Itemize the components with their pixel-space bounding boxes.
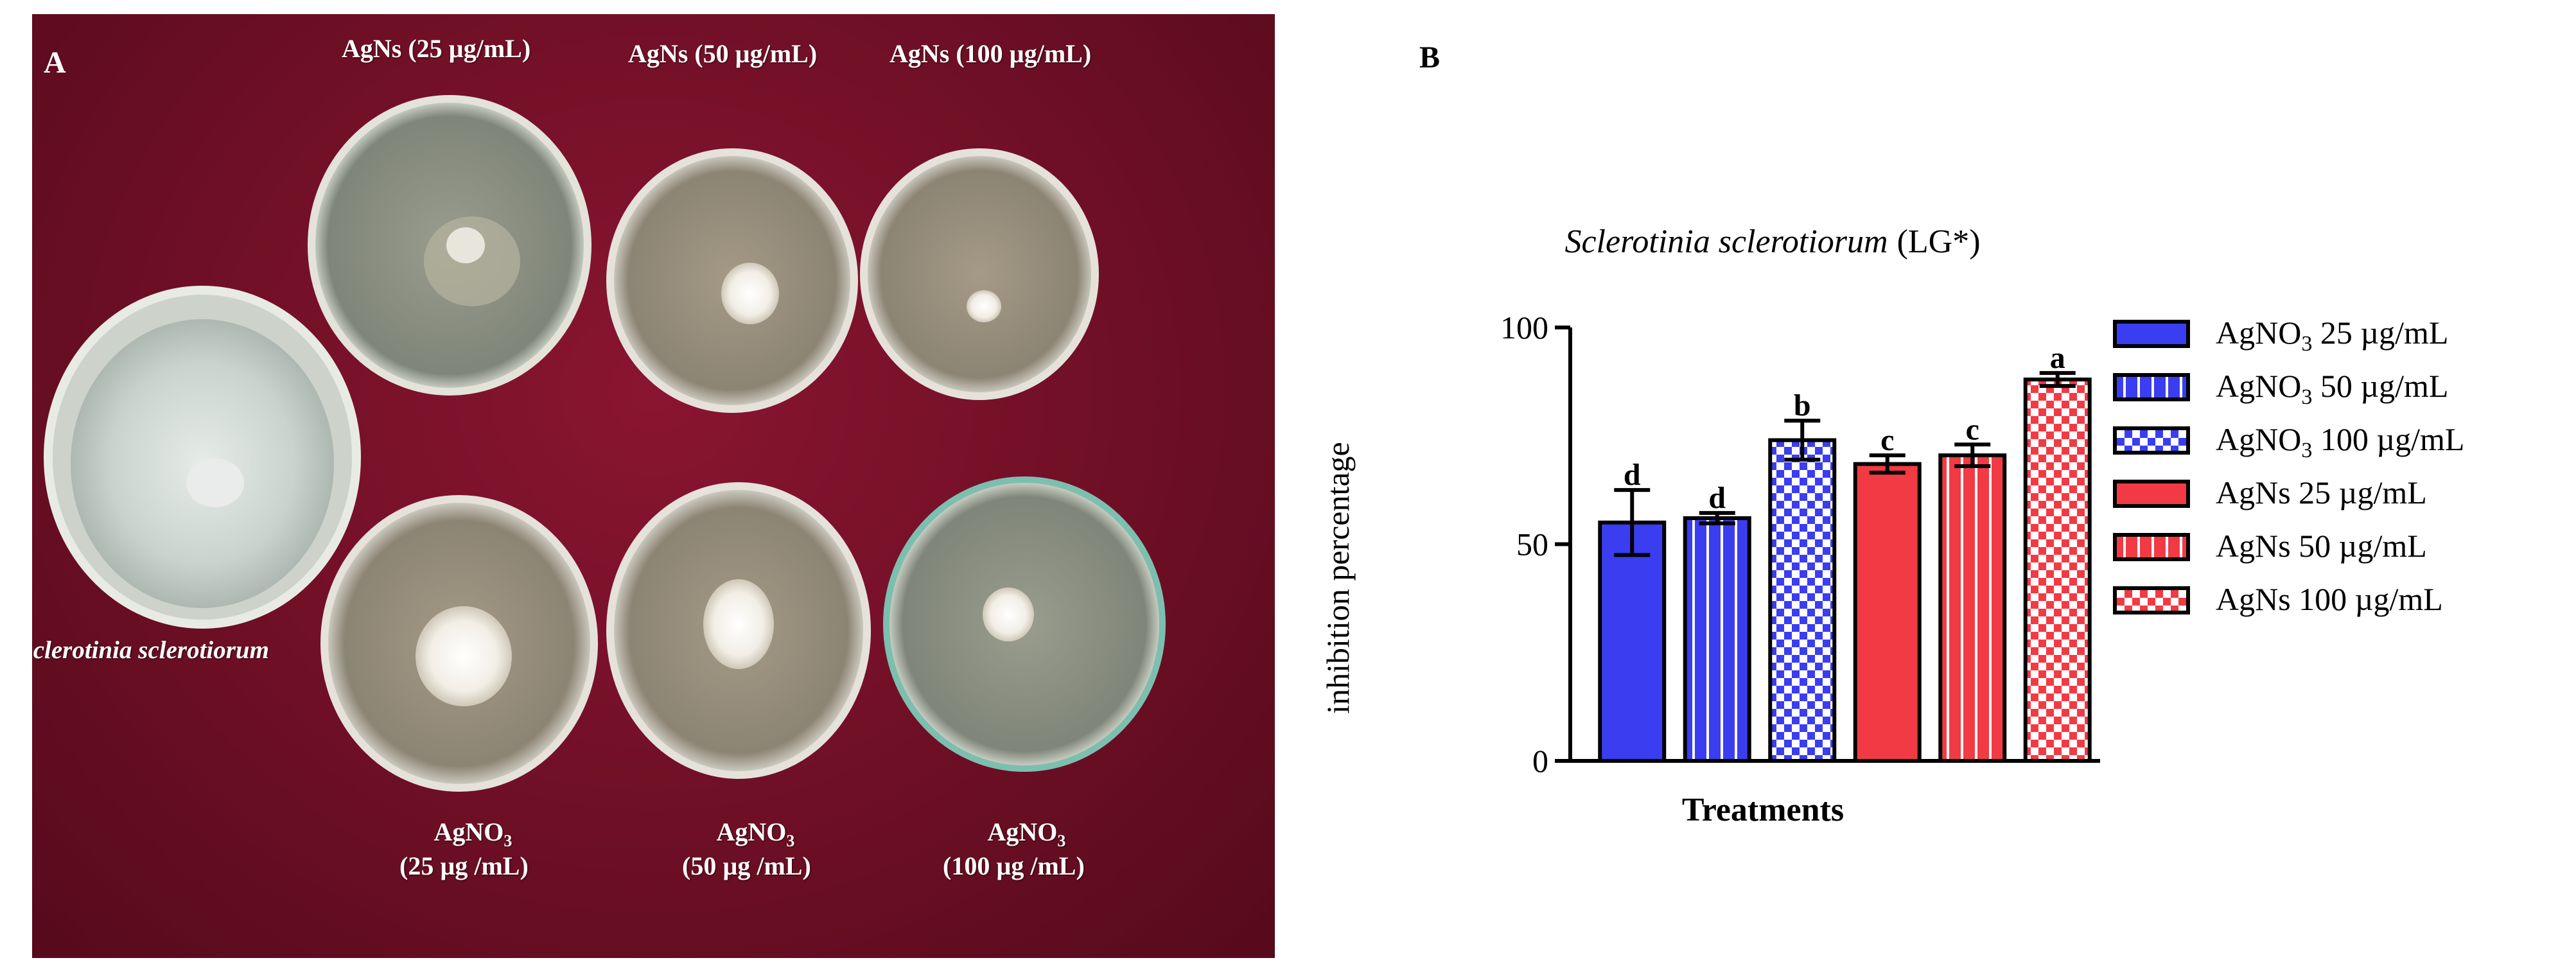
- error-bar: [1614, 488, 1651, 557]
- agno3-100-dish: [883, 476, 1166, 772]
- agno3-50-dish: [606, 482, 871, 779]
- bar: [1938, 453, 2007, 763]
- petri-dish-photo: AgNs (25 µg/mL) AgNs (50 µg/mL) AgNs (10…: [32, 14, 1275, 958]
- legend-swatch: [2113, 480, 2190, 508]
- y-axis-label: inhibition percentage: [1320, 442, 1356, 713]
- legend-label: AgNO3 100 µg/mL: [2216, 421, 2465, 462]
- error-bar: [1869, 453, 1906, 475]
- petri-dishes: [44, 95, 1166, 792]
- agns-25-dish: [308, 95, 591, 396]
- y-tick-label: 50: [1516, 527, 1548, 562]
- legend-label: AgNO3 50 µg/mL: [2216, 368, 2449, 409]
- legend-label: AgNs 100 µg/mL: [2216, 581, 2443, 617]
- label-agno3-25: AgNO3 (25 µg /mL): [399, 817, 529, 880]
- agns-100-dish: [860, 148, 1099, 400]
- label-agno3-100: AgNO3 (100 µg /mL): [943, 817, 1085, 880]
- panel-b-letter: B: [1419, 40, 1441, 74]
- error-bar: [1954, 442, 1991, 468]
- agns-50-dish: [606, 148, 858, 413]
- label-agns-25: AgNs (25 µg/mL): [342, 34, 531, 63]
- error-bar: [2039, 370, 2076, 388]
- significance-letter: c: [1966, 412, 1979, 446]
- legend-label: AgNs 50 µg/mL: [2216, 528, 2427, 564]
- chart-title: Sclerotinia sclerotiorum (LG*): [1564, 223, 1980, 260]
- legend-swatch: [2113, 426, 2190, 455]
- bar: [1683, 516, 1751, 763]
- label-agns-50: AgNs (50 µg/mL): [628, 39, 818, 68]
- significance-letter: b: [1794, 388, 1811, 423]
- bar-chart: Sclerotinia sclerotiorum (LG*) inhibition…: [1320, 223, 2100, 828]
- chart-panel: B Sclerotinia sclerotiorum (L: [1291, 0, 2575, 976]
- x-axis-label: Treatments: [1682, 792, 1844, 828]
- bar: [2023, 378, 2092, 763]
- label-agns-100: AgNs (100 µg/mL): [889, 39, 1092, 68]
- y-tick-label: 100: [1500, 309, 1548, 345]
- legend-swatch: [2113, 533, 2190, 561]
- bar: [1853, 462, 1922, 763]
- error-bar: [1699, 510, 1735, 526]
- panel-a-letter: A: [44, 46, 66, 80]
- significance-letter: d: [1624, 458, 1641, 492]
- control-dish: [44, 286, 361, 629]
- legend-swatch: [2113, 320, 2190, 348]
- error-bar: [1784, 419, 1821, 462]
- legend-label: AgNs 25 µg/mL: [2216, 475, 2427, 510]
- significance-letter: d: [1708, 481, 1726, 515]
- label-agno3-50: AgNO3 (50 µg /mL): [682, 817, 811, 880]
- significance-letter: c: [1880, 423, 1894, 457]
- y-tick-label: 0: [1532, 743, 1548, 779]
- bars: d d b c c a: [1598, 341, 2092, 763]
- label-control: Sclerotinia sclerotiorum: [32, 636, 269, 664]
- agno3-25-dish: [320, 495, 598, 792]
- legend-swatch: [2113, 373, 2190, 401]
- legend-swatch: [2113, 586, 2190, 614]
- significance-letter: a: [2050, 341, 2065, 375]
- bar: [1598, 520, 1667, 763]
- legend-label: AgNO3 25 µg/mL: [2216, 315, 2449, 356]
- bar: [1768, 438, 1837, 763]
